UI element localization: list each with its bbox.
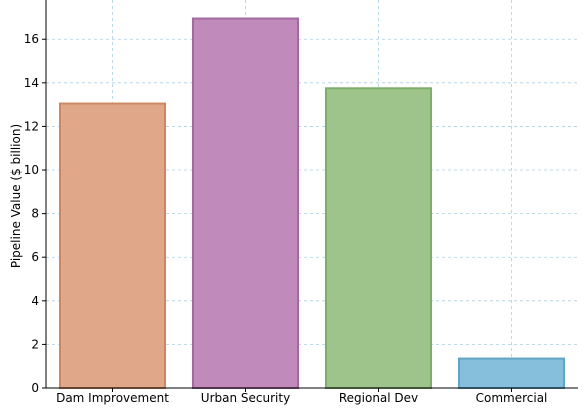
x-tick-label: Urban Security xyxy=(201,391,290,405)
bar-regional-dev xyxy=(324,87,433,390)
bar-commercial xyxy=(457,357,566,389)
y-tick-label: 6 xyxy=(31,250,39,264)
y-tick-label: 4 xyxy=(31,294,39,308)
x-tick-label: Regional Dev xyxy=(339,391,418,405)
x-ticks: Dam Improvement Urban Security Regional De… xyxy=(56,388,547,405)
y-axis-label: Pipeline Value ($ billion) xyxy=(9,124,23,268)
y-tick-label: 10 xyxy=(24,163,39,177)
y-tick-label: 16 xyxy=(24,32,39,46)
y-tick-label: 0 xyxy=(31,381,39,395)
bars xyxy=(58,17,566,390)
x-tick-label: Dam Improvement xyxy=(56,391,169,405)
y-tick-label: 14 xyxy=(24,76,39,90)
bar-urban-security xyxy=(191,17,300,390)
x-tick-label: Commercial xyxy=(476,391,548,405)
y-tick-label: 12 xyxy=(24,119,39,133)
axes xyxy=(45,0,578,389)
y-ticks: 0 2 4 6 8 10 12 14 16 xyxy=(24,32,46,395)
bar-dam-improvement xyxy=(58,102,167,389)
y-tick-label: 2 xyxy=(31,337,39,351)
y-tick-label: 8 xyxy=(31,207,39,221)
